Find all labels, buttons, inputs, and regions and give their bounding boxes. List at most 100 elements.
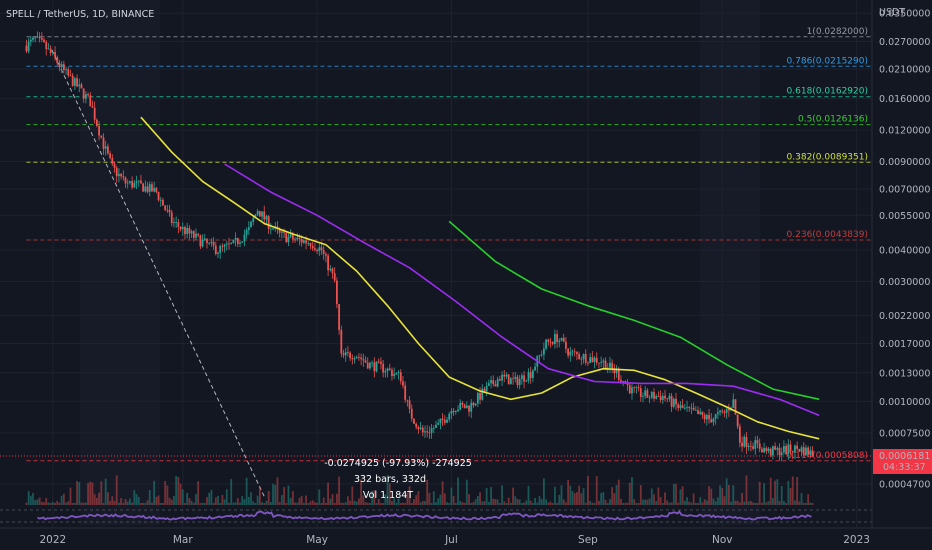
candle-body [483,388,486,392]
volume-bar [721,488,724,505]
volume-bar [531,502,534,505]
volume-bar [494,499,497,505]
volume-bar [512,487,514,505]
volume-bar [556,502,559,505]
price-axis-ticks[interactable]: 0.0350000 0.0270000 0.0210000 0.0160000 0.01… [879,9,930,491]
volume-bar [604,499,607,505]
candle-body [613,368,616,374]
volume-bar [448,502,451,505]
volume-bar [197,481,200,505]
volume-bar [71,502,74,505]
volume-bar [758,481,761,505]
candle-body [285,232,288,242]
price-tick-label: 0.0010000 [879,397,930,408]
candle-body [162,199,164,206]
volume-bar [613,493,616,505]
candle-body [556,334,559,343]
trend-line[interactable] [51,49,266,499]
candle-body [672,398,675,407]
candle-body [206,238,208,244]
candle-body [554,334,556,345]
candle-body [694,410,697,411]
time-axis-ticks[interactable]: 2022 Mar May Jul Sep Nov 2023 [39,534,869,546]
time-tick-label: May [306,534,328,546]
volume-bar [426,480,429,505]
volume-bar [727,484,730,505]
candle-body [113,163,116,168]
price-tick-label: 0.0270000 [879,37,930,48]
volume-bar [798,501,801,505]
candle-body [549,341,552,343]
candle-body [650,391,653,398]
volume-bar [774,480,777,505]
fibonacci-retracement[interactable]: 1.618(0.0474649)1(0.0282000)0.786(0.0215… [26,0,872,462]
candlesticks [25,31,814,462]
candle-body [723,411,726,413]
volume-bar [148,489,151,505]
candle-body [646,390,649,398]
candle-body [450,410,453,414]
price-tick-label: 0.0007500 [879,428,930,439]
volume-bar [428,492,431,505]
candle-body [727,409,730,411]
volume-bar [670,502,673,505]
volume-bar [252,501,255,505]
volume-bar [320,502,323,505]
candle-body [146,186,149,192]
volume-bar [51,501,54,505]
candle-body [236,237,239,244]
volume-bar [316,502,318,505]
volume-bar [591,502,594,505]
candle-body [56,57,59,64]
volume-bar [802,502,805,505]
candle-body [181,227,184,230]
volume-bar [602,492,605,505]
candle-body [300,239,303,243]
candle-body [399,372,402,382]
candle-body [565,341,567,349]
candle-body [258,211,261,217]
candle-body [384,371,387,373]
candle-body [551,342,554,345]
candle-body [666,398,669,400]
candle-body [329,268,332,271]
candle-body [190,231,193,234]
candle-body [716,412,719,415]
candle-body [331,268,334,274]
candle-body [404,385,407,400]
candle-body [371,362,374,364]
volume-bar [184,502,186,505]
candle-body [479,392,481,400]
candle-body [809,450,812,455]
candle-body [69,75,72,77]
candle-body [294,239,296,241]
volume-bar [589,500,592,505]
volume-bar [287,485,290,505]
volume-bar [490,486,492,505]
volume-bar [712,498,715,505]
candle-body [395,372,398,374]
volume-bar [93,494,96,505]
price-tick-label: 0.0350000 [879,9,930,20]
volume-bar [177,477,180,505]
candle-body [203,238,206,241]
chart-title[interactable]: SPELL / TetherUS, 1D, BINANCE [6,9,154,20]
volume-bar [708,486,710,505]
candle-body [95,119,98,126]
volume-bar [699,497,702,505]
volume-bar [677,502,680,505]
candle-body [668,395,671,400]
volume-bar [89,481,92,505]
price-axis-bg [872,0,932,528]
volume-bar [329,498,332,505]
volume-bar [355,501,358,505]
candle-body [505,374,508,377]
candle-body [40,38,43,40]
candle-body [153,187,156,192]
volume-bar [406,492,409,505]
candle-body [454,411,457,413]
volume-bar [247,496,250,505]
volume-bar [681,486,684,505]
volume-bar [481,501,484,505]
